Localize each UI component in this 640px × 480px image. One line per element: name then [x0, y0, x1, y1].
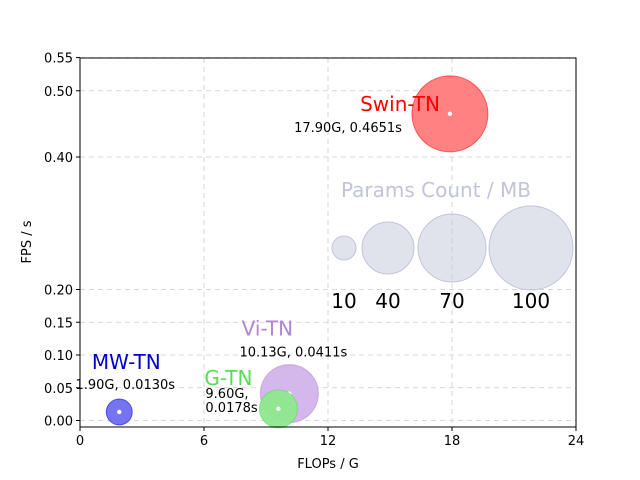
y-tick-label: 0.00 — [44, 415, 73, 430]
model-name-mw-tn: MW-TN — [92, 350, 161, 374]
y-axis-label: FPS / s — [20, 220, 35, 263]
y-tick-label: 0.20 — [44, 284, 73, 299]
bubbles — [105, 75, 489, 429]
model-info-mw-tn: 1.90G, 0.0130s — [75, 378, 175, 393]
model-info-vi-tn: 10.13G, 0.0411s — [239, 346, 347, 361]
point-marker-swin-tn — [447, 111, 453, 117]
x-tick-label: 24 — [568, 434, 585, 449]
model-labels: Swin-TN 17.90G, 0.4651s Vi-TN 10.13G, 0.041… — [75, 92, 439, 416]
model-info-g-tn-line: 9.60G, — [205, 387, 248, 402]
y-tick-label: 0.10 — [44, 349, 73, 364]
legend-title: Params Count / MB — [341, 178, 531, 202]
legend-bubble-100 — [488, 205, 574, 291]
axis-ticks: 0 6 12 18 24 0.00 0.05 0.10 0.15 0.20 0.40 0.50 0.55 — [44, 52, 584, 449]
legend-bubble-40 — [361, 221, 415, 275]
legend-bubble-70 — [417, 213, 487, 283]
y-tick-label: 0.05 — [44, 382, 73, 397]
legend-label-100: 100 — [512, 289, 550, 313]
point-marker-g-tn — [276, 406, 281, 412]
x-tick-label: 0 — [76, 434, 84, 449]
model-name-vi-tn: Vi-TN — [242, 317, 293, 341]
model-name-swin-tn: Swin-TN — [360, 92, 440, 116]
model-name-g-tn: G-TN — [204, 366, 252, 390]
y-tick-label: 0.55 — [44, 52, 73, 67]
legend-bubble-10 — [331, 235, 357, 261]
x-tick-label: 6 — [200, 434, 208, 449]
model-info-g-tn-line: 0.0178s — [205, 401, 257, 416]
model-info-swin-tn: 17.90G, 0.4651s — [294, 121, 402, 136]
params-legend: Params Count / MB 10 40 70 100 — [331, 178, 574, 313]
y-tick-label: 0.40 — [44, 151, 73, 166]
legend-label-10: 10 — [331, 289, 356, 313]
x-tick-label: 18 — [444, 434, 461, 449]
x-tick-label: 12 — [320, 434, 337, 449]
x-axis-label: FLOPs / G — [297, 457, 359, 472]
y-tick-label: 0.50 — [44, 85, 73, 100]
y-tick-label: 0.15 — [44, 316, 73, 331]
point-marker-mw-tn — [117, 409, 122, 415]
legend-label-40: 40 — [375, 289, 400, 313]
legend-label-70: 70 — [439, 289, 464, 313]
